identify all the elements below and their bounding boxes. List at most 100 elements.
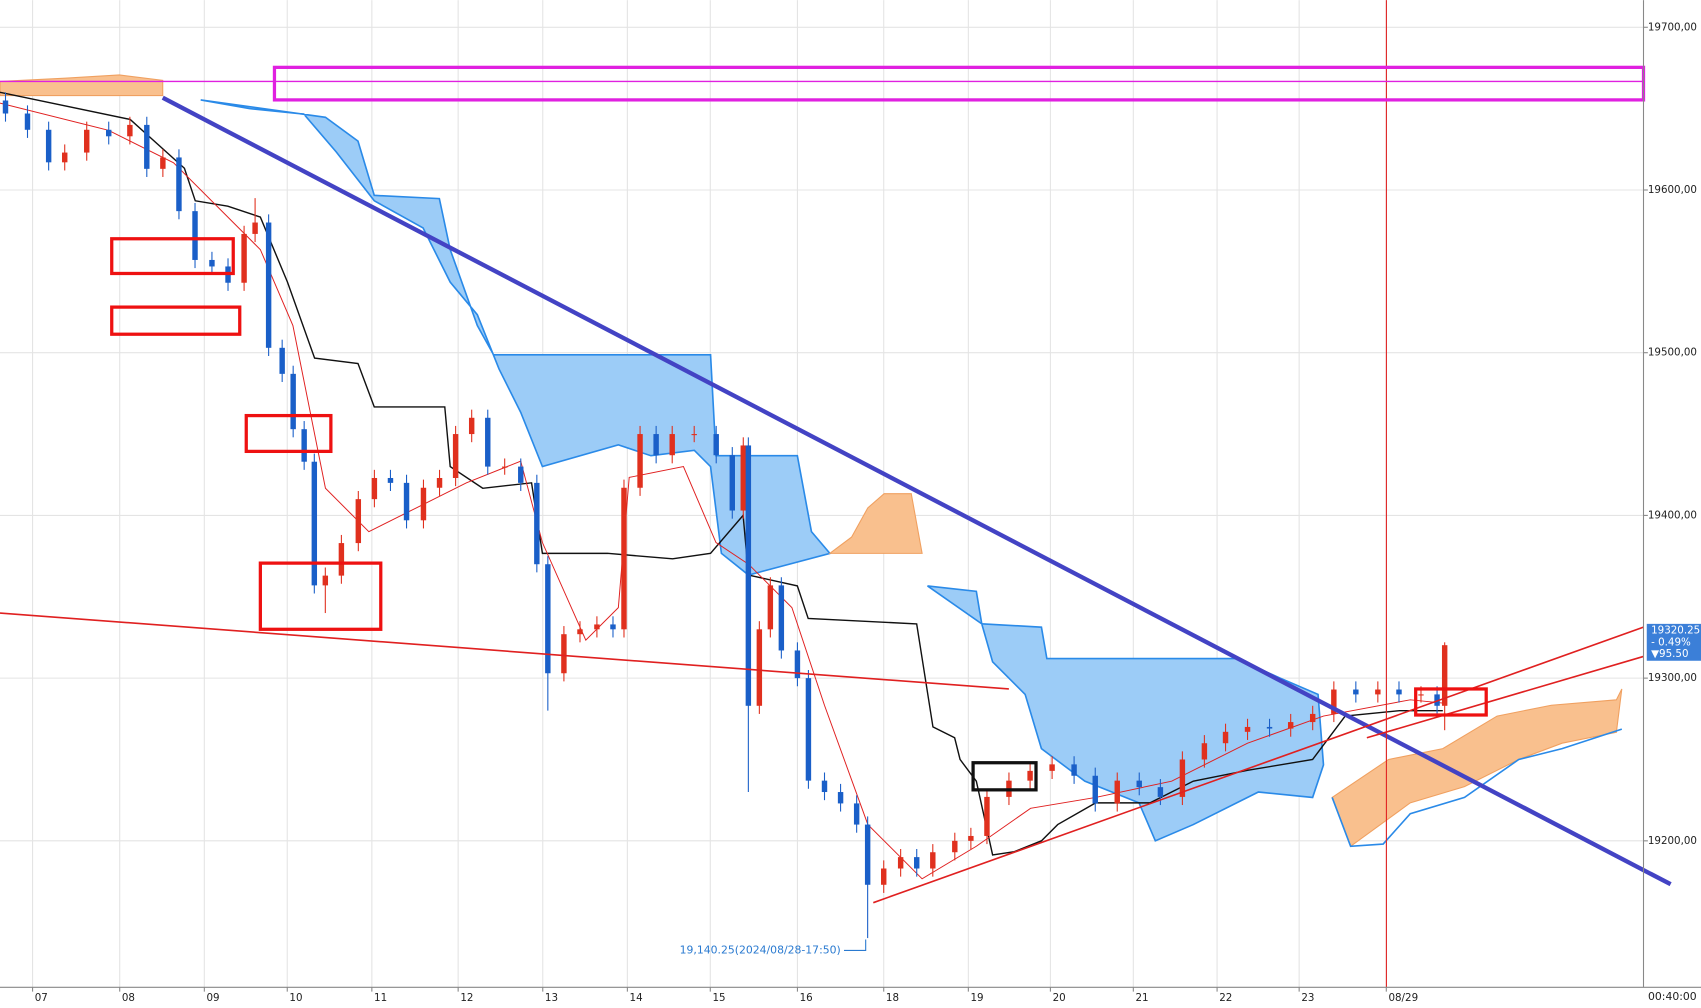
candle-body xyxy=(930,852,936,869)
candle-body xyxy=(2,100,9,114)
x-tick-label: 07 xyxy=(35,992,48,1004)
candle-body xyxy=(577,629,583,635)
y-tick-label: 19400,00 xyxy=(1648,509,1697,521)
candle-body xyxy=(561,634,567,674)
x-tick-label: 20 xyxy=(1053,992,1066,1004)
low-annotation: 19,140.25(2024/08/28-17:50) xyxy=(680,943,841,956)
candle-body xyxy=(621,487,627,630)
candle-body xyxy=(778,585,785,651)
candle-body xyxy=(1309,713,1316,723)
candle-body xyxy=(653,434,659,456)
candle-body xyxy=(24,113,31,130)
candle-body xyxy=(176,157,182,212)
candle-body xyxy=(713,434,719,456)
diff-label: ▼95.50 xyxy=(1651,648,1688,660)
candle-body xyxy=(897,857,904,869)
candle-body xyxy=(669,434,675,456)
candle-body xyxy=(805,678,812,781)
trendline-red xyxy=(873,626,1644,904)
candle-body xyxy=(127,124,133,137)
grid-layer xyxy=(0,0,1644,988)
candle-body xyxy=(637,434,643,488)
price-box xyxy=(1646,623,1701,661)
candle-body xyxy=(84,129,90,153)
y-tick-label: 19300,00 xyxy=(1648,672,1697,684)
candle-body xyxy=(452,434,459,478)
candle-body xyxy=(1441,645,1448,706)
x-tick-label: 12 xyxy=(460,992,473,1004)
x-tick-label: 18 xyxy=(886,992,899,1004)
candle-body xyxy=(1434,694,1440,706)
candle-body xyxy=(864,824,871,885)
cloud-orange xyxy=(1331,688,1623,848)
highlight-box xyxy=(110,305,242,336)
candle-body xyxy=(1244,726,1251,732)
candle-body xyxy=(1266,726,1273,729)
candle-body xyxy=(837,792,844,804)
candle-body xyxy=(290,373,296,430)
candle-body xyxy=(794,650,801,679)
cloud-lower-edge xyxy=(1331,728,1623,848)
candle-body xyxy=(420,487,427,521)
highlight-box-black xyxy=(971,761,1038,792)
candle-body xyxy=(594,624,600,630)
annotation-arrow xyxy=(843,939,867,951)
y-tick-label: 19600,00 xyxy=(1648,184,1697,196)
candle-body xyxy=(610,624,616,630)
candle-body xyxy=(853,803,860,825)
candle-body xyxy=(265,222,272,348)
candle-body xyxy=(45,129,52,163)
candle-body xyxy=(1092,775,1098,804)
candle-body xyxy=(106,129,112,137)
trendline-red xyxy=(0,612,1009,690)
candle-body xyxy=(767,585,774,630)
candle-body xyxy=(1071,764,1077,776)
y-tick-label: 19500,00 xyxy=(1648,347,1697,359)
candle-body xyxy=(952,840,958,853)
x-tick-label: 22 xyxy=(1219,992,1232,1004)
y-tick-label: 19700,00 xyxy=(1648,21,1697,33)
candle-body xyxy=(984,796,990,836)
candle-body xyxy=(62,152,68,163)
candle-body xyxy=(545,564,551,674)
candle-body xyxy=(468,417,475,435)
candles xyxy=(2,92,1448,939)
candle-body xyxy=(485,417,491,467)
candle-body xyxy=(279,347,285,374)
candle-body xyxy=(387,477,394,483)
x-tick-label: 14 xyxy=(630,992,643,1004)
candle-body xyxy=(1222,731,1229,744)
x-tick-label: 21 xyxy=(1135,992,1148,1004)
candle-body xyxy=(311,461,318,586)
candle-body xyxy=(1049,764,1055,771)
candle-body xyxy=(691,434,697,436)
trendline-blue xyxy=(161,95,1672,887)
candle-body xyxy=(1027,770,1033,781)
candle-body xyxy=(1375,689,1381,695)
candle-body xyxy=(1353,689,1359,695)
candle-body xyxy=(1287,722,1294,729)
change-label: - 0.49% xyxy=(1651,636,1691,648)
candle-body xyxy=(1157,787,1164,797)
x-tick-label: 08/29 xyxy=(1388,992,1418,1004)
candle-body xyxy=(756,629,763,706)
highlight-box xyxy=(110,237,235,276)
candle-body xyxy=(1114,780,1120,804)
highlight-box xyxy=(1414,687,1488,717)
x-tick-label: 19 xyxy=(971,992,984,1004)
candle-body xyxy=(355,499,362,544)
candle-body xyxy=(740,445,746,511)
x-tick-label: 08 xyxy=(122,992,135,1004)
x-tick-label: 09 xyxy=(206,992,219,1004)
highlight-box xyxy=(244,413,333,454)
candle-body xyxy=(745,445,752,706)
candle-body xyxy=(914,857,920,869)
x-tick-label: 10 xyxy=(289,992,302,1004)
candle-body xyxy=(241,233,247,283)
candle-body xyxy=(1179,759,1186,797)
candle-body xyxy=(436,477,443,488)
y-tick-label: 19200,00 xyxy=(1648,835,1697,847)
candle-body xyxy=(1418,694,1424,696)
